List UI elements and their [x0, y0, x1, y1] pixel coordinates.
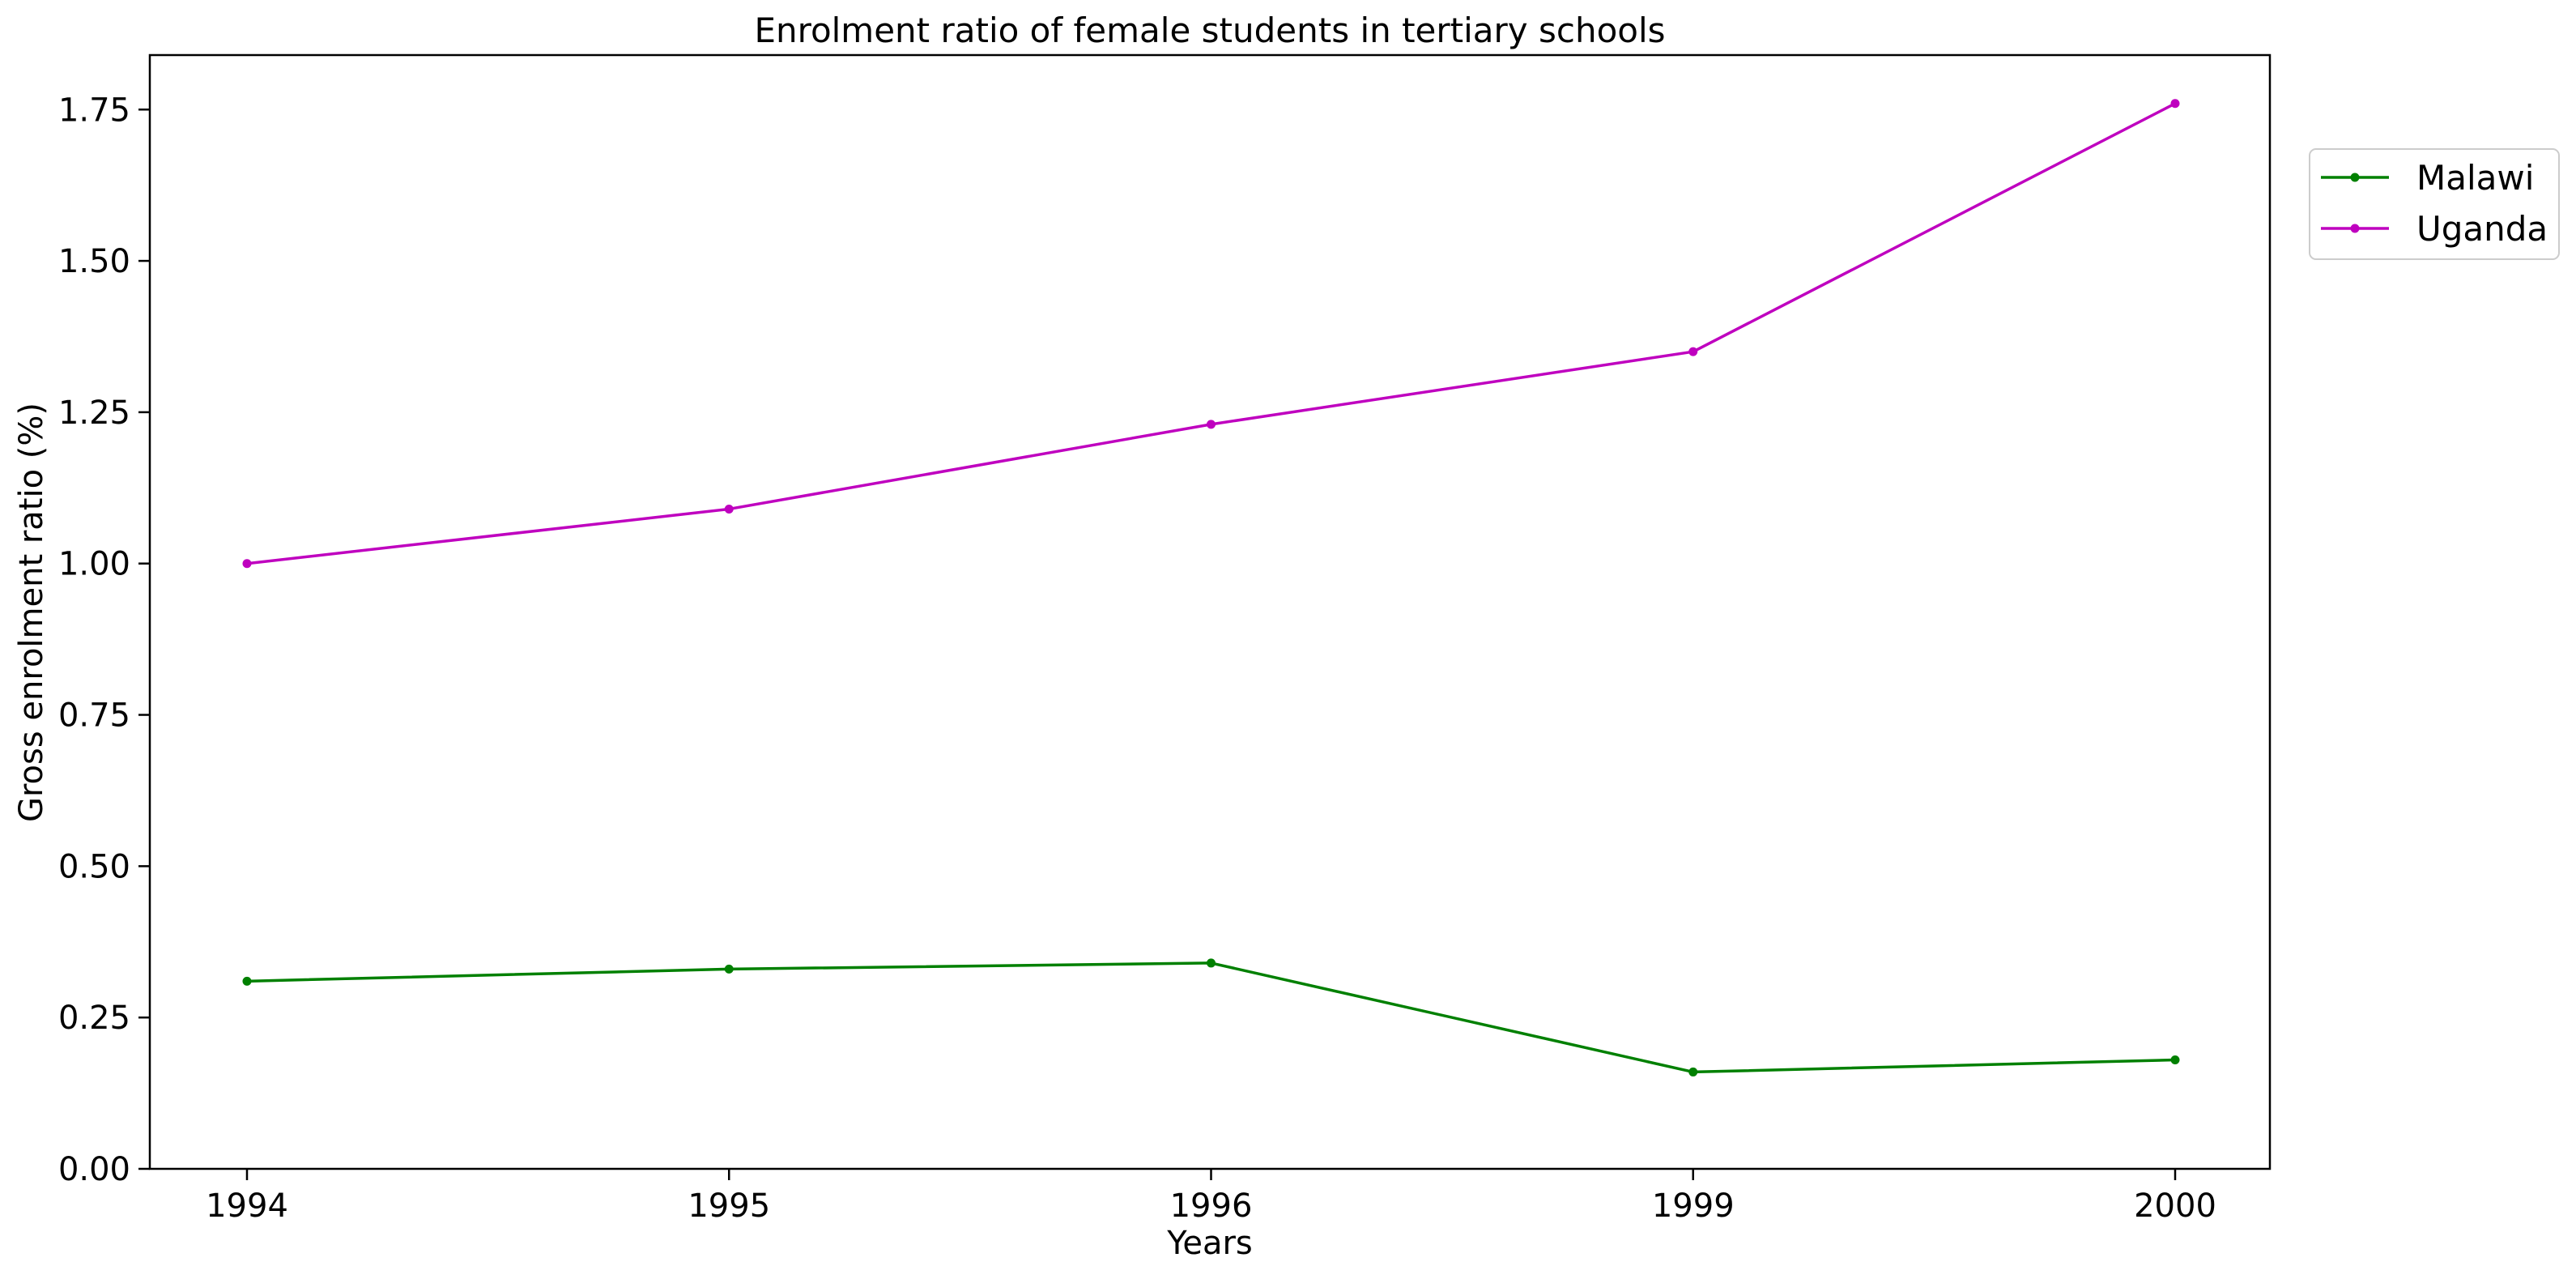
chart-title: Enrolment ratio of female students in te… [754, 11, 1665, 50]
legend-marker [2350, 173, 2360, 182]
y-axis-title: Gross enrolment ratio (%) [13, 403, 50, 822]
x-tick-label: 1995 [688, 1187, 770, 1225]
x-axis-title: Years [1166, 1225, 1253, 1262]
y-tick-label: 0.50 [58, 848, 130, 885]
legend-item-malawi: Malawi [2321, 158, 2534, 198]
x-tick-label: 1994 [206, 1187, 288, 1225]
y-tick-label: 0.75 [58, 697, 130, 735]
x-axis: 1994 1995 1996 1999 2000 [206, 1169, 2216, 1225]
data-point [1688, 1067, 1698, 1076]
legend-item-uganda: Uganda [2321, 209, 2548, 249]
y-tick-label: 0.25 [58, 1000, 130, 1037]
data-point [242, 559, 252, 569]
x-tick-label: 2000 [2134, 1187, 2216, 1225]
data-point [724, 504, 734, 514]
series-layer [242, 99, 2180, 1076]
x-tick-label: 1996 [1170, 1187, 1253, 1225]
y-tick-label: 1.50 [58, 243, 130, 280]
y-tick-label: 1.75 [58, 92, 130, 129]
data-point [1688, 347, 1698, 356]
data-point [1207, 420, 1216, 429]
series-uganda [242, 99, 2180, 569]
legend: Malawi Uganda [2309, 148, 2560, 260]
y-axis: 0.00 0.25 0.50 0.75 1.00 1.25 1.50 1.75 [58, 92, 150, 1188]
data-point [242, 976, 252, 986]
data-point [2170, 1055, 2180, 1064]
x-tick-label: 1999 [1652, 1187, 1735, 1225]
data-point [2170, 99, 2180, 109]
data-point [724, 964, 734, 974]
y-tick-label: 0.00 [58, 1151, 130, 1188]
data-point [1207, 958, 1216, 968]
series-malawi [242, 958, 2180, 1076]
plot-area [148, 53, 2272, 1170]
legend-label: Malawi [2416, 158, 2534, 198]
legend-marker [2350, 224, 2360, 233]
y-tick-label: 1.00 [58, 546, 130, 583]
legend-label: Uganda [2416, 209, 2548, 249]
y-tick-label: 1.25 [58, 394, 130, 432]
